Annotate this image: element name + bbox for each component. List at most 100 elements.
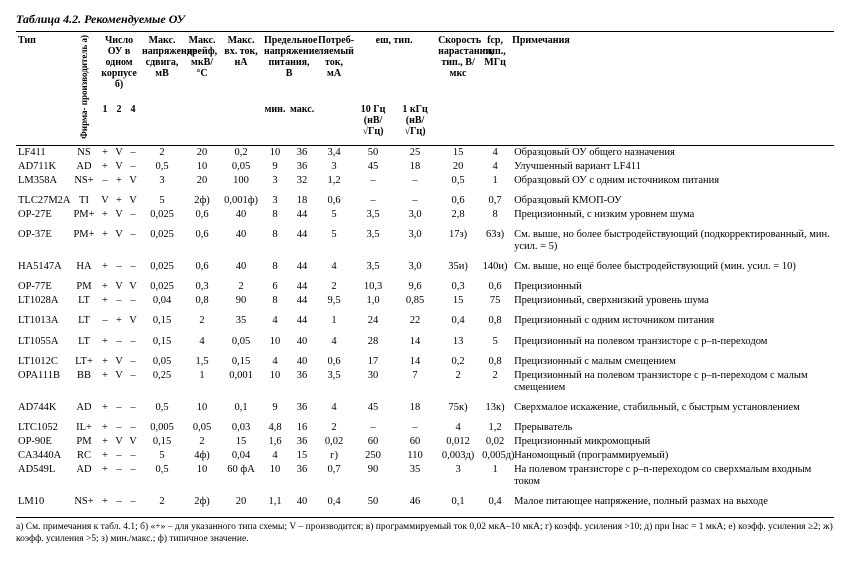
cell-vmin: 4 [262,349,288,369]
cell-drift: 2 [184,308,220,328]
cell-vmax: 44 [288,254,316,274]
cell-e1k: 3,0 [394,208,436,222]
cell-ft: 0,6 [480,274,510,294]
cell-notes: Наномощный (программируемый) [510,449,834,463]
cell-ft: 2 [480,369,510,395]
table-row: LF411NS+V–2200,210363,45025154Образцовый… [16,145,834,160]
cell-type: LT1028A [16,294,70,308]
cell-iq: 1 [316,308,352,328]
cell-n4: V [126,435,140,449]
cell-vmin: 10 [262,463,288,489]
cell-bias: 2 [220,274,262,294]
cell-vmin: 9 [262,160,288,174]
cell-notes: Прецизионный микромощный [510,435,834,449]
cell-vmin: 3 [262,174,288,188]
cell-off: 0,04 [140,294,184,308]
cell-iq: 2 [316,274,352,294]
cell-off: 5 [140,188,184,208]
cell-iq: 3 [316,160,352,174]
cell-type: LT1012C [16,349,70,369]
cell-off: 0,5 [140,463,184,489]
table-row: LM10NS++––22ф)201,1400,450460,10,4Малое … [16,489,834,509]
cell-type: OPA111B [16,369,70,395]
table-row: TLC27M2ATIV+V52ф)0,001ф)3180,6––0,60,7Об… [16,188,834,208]
cell-vmax: 40 [288,349,316,369]
cell-iq: 5 [316,208,352,222]
cell-iq: г) [316,449,352,463]
table-row: OPA111BBB+V–0,2510,00110363,530722Прециз… [16,369,834,395]
cell-e10: – [352,415,394,435]
cell-iq: 5 [316,222,352,254]
cell-mfr: LT+ [70,349,98,369]
cell-sr: 0,012 [436,435,480,449]
cell-e10: 28 [352,329,394,349]
cell-ft: 0,4 [480,489,510,509]
cell-type: OP-77E [16,274,70,294]
cell-notes: Прецизионный, с низким уровнем шума [510,208,834,222]
cell-n4: – [126,294,140,308]
cell-n2: V [112,274,126,294]
cell-e1k: – [394,174,436,188]
cell-vmax: 44 [288,308,316,328]
cell-ft: 1 [480,463,510,489]
cell-bias: 0,15 [220,349,262,369]
cell-drift: 10 [184,160,220,174]
cell-n1: + [98,294,112,308]
cell-n1: + [98,489,112,509]
cell-vmax: 44 [288,208,316,222]
cell-vmin: 6 [262,274,288,294]
cell-n4: – [126,449,140,463]
cell-n2: – [112,489,126,509]
cell-n4: – [126,145,140,160]
cell-off: 0,05 [140,349,184,369]
cell-sr: 3 [436,463,480,489]
cell-sr: 13 [436,329,480,349]
th-mfr: Фирма- производитель а) [70,32,98,146]
cell-sr: 0,3 [436,274,480,294]
cell-bias: 0,03 [220,415,262,435]
cell-vmax: 16 [288,415,316,435]
cell-type: OP-37E [16,222,70,254]
cell-mfr: NS+ [70,489,98,509]
cell-n4: – [126,254,140,274]
cell-n1: + [98,463,112,489]
cell-mfr: LT [70,294,98,308]
cell-n1: + [98,160,112,174]
th-notes: Примечания [510,32,834,146]
cell-vmax: 32 [288,174,316,188]
cell-drift: 4 [184,329,220,349]
cell-notes: Прецизионный на полевом транзисторе с p–… [510,369,834,395]
cell-vmin: 8 [262,222,288,254]
th-ft: fср, тип., МГц [480,32,510,146]
cell-vmax: 36 [288,145,316,160]
cell-vmin: 10 [262,329,288,349]
table-row: OP-77EPM+VV0,0250,32644210,39,60,30,6Пре… [16,274,834,294]
table-row: LTC1052IL++––0,0050,050,034,8162––41,2Пр… [16,415,834,435]
cell-e1k: 25 [394,145,436,160]
cell-bias: 60 фА [220,463,262,489]
cell-ft: 1,2 [480,415,510,435]
table-row: LM358ANS+–+V3201003321,2––0,51Образцовый… [16,174,834,188]
cell-e1k: 7 [394,369,436,395]
cell-bias: 0,001ф) [220,188,262,208]
cell-e10: 60 [352,435,394,449]
cell-off: 0,025 [140,274,184,294]
table-row: OP-27EPM++V–0,0250,64084453,53,02,88Прец… [16,208,834,222]
cell-vmin: 10 [262,145,288,160]
cell-n1: + [98,395,112,415]
cell-ft: 5 [480,329,510,349]
cell-drift: 4ф) [184,449,220,463]
cell-sr: 0,1 [436,489,480,509]
cell-vmax: 44 [288,294,316,308]
cell-e10: 90 [352,463,394,489]
cell-off: 0,025 [140,208,184,222]
cell-type: LM10 [16,489,70,509]
cell-bias: 40 [220,208,262,222]
cell-n1: + [98,254,112,274]
th-iq: Потреб- ляемый ток, мА [316,32,352,146]
cell-iq: 1,2 [316,174,352,188]
cell-e1k: 46 [394,489,436,509]
cell-mfr: HA [70,254,98,274]
cell-off: 5 [140,449,184,463]
cell-e10: 3,5 [352,208,394,222]
